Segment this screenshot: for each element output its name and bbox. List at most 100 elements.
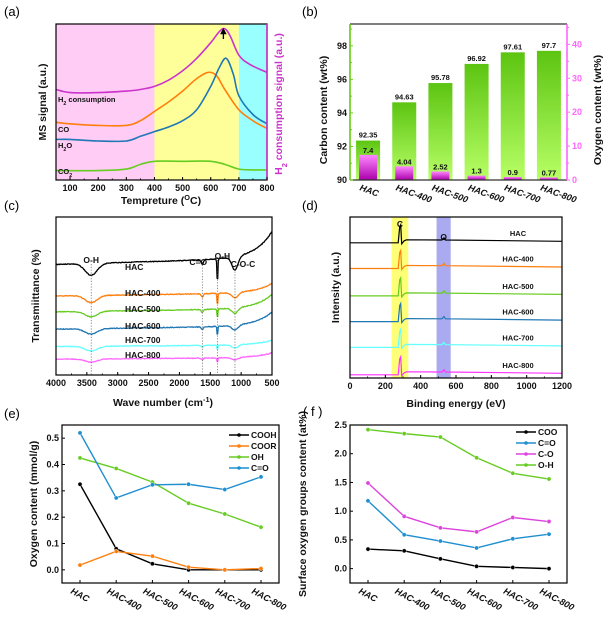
oxygen-bar xyxy=(539,177,558,180)
legend-label: COOR xyxy=(251,441,277,451)
data-point xyxy=(401,514,407,519)
data-point xyxy=(222,487,228,492)
x-tick-label: 700 xyxy=(231,183,246,193)
y-tick-label: 0.1 xyxy=(46,539,59,549)
x-tick-label: HAC-800 xyxy=(539,182,578,204)
panel-e-oxygen-content: 0.0 0.1 0.2 0.3 0.4 0.5 HAC HAC-400HAC-500HAC-6… xyxy=(28,424,288,612)
ftir-series-label: HAC-400 xyxy=(125,288,161,298)
panel-label-c: (c) xyxy=(4,198,19,213)
ftir-series-label: HAC-700 xyxy=(125,335,161,345)
carbon-bar xyxy=(536,50,561,180)
xps-line-hac-600 xyxy=(350,301,563,325)
band-annotation-label: C=O xyxy=(189,257,207,267)
oxygen-value-label: 4.04 xyxy=(397,157,412,166)
data-point xyxy=(365,427,371,432)
panel-label-e: (e) xyxy=(4,406,20,421)
y-tick-label: 94 xyxy=(337,108,347,118)
data-point xyxy=(510,536,516,542)
temperature-band xyxy=(238,24,267,180)
legend-marker xyxy=(237,455,241,459)
panel-b-elemental-bar: 92.35 7.4 HAC 94.63 4.04 HAC-400 95.78 2.52 HAC-… xyxy=(318,23,604,205)
data-point xyxy=(113,466,119,471)
y-tick-label: 0.0 xyxy=(46,565,59,575)
x-tick-label: 4000 xyxy=(46,378,66,388)
co-line xyxy=(55,71,268,130)
xps-line-hac-800 xyxy=(350,354,563,378)
data-point xyxy=(474,564,479,569)
y2-axis-label: H2 consumption signal (a.u.) xyxy=(273,33,289,175)
y-axis-label: Intensity (a.u.) xyxy=(330,252,342,323)
legend-marker xyxy=(237,444,241,448)
legend-marker xyxy=(237,433,241,437)
panel-a-tpd-ms: H2 consumption CO H2O CO2 100 200 300 400 500 600… xyxy=(37,23,289,208)
x-tick-label: 1500 xyxy=(200,378,220,388)
data-point xyxy=(186,500,191,506)
oxygen-bar xyxy=(503,176,522,180)
oxygen-bar xyxy=(359,154,378,180)
ftir-line-hac-700 xyxy=(56,339,273,352)
data-point xyxy=(401,548,407,554)
y-tick-label: 0.5 xyxy=(46,433,59,443)
x-tick-label: HAC-800 xyxy=(250,586,288,612)
x-tick-label: HAC-700 xyxy=(502,586,540,612)
x-tick-label: 2000 xyxy=(169,378,189,388)
data-point xyxy=(365,546,371,552)
x-tick-label: 300 xyxy=(119,183,134,193)
x-tick-label: 0 xyxy=(347,381,352,391)
x-tick-label: 200 xyxy=(91,183,106,193)
data-point xyxy=(77,481,83,487)
data-point xyxy=(438,434,443,440)
carbon-value-label: 92.35 xyxy=(359,131,378,140)
x-tick-label: HAC xyxy=(358,182,380,198)
carbon-value-label: 96.92 xyxy=(467,54,486,63)
data-point xyxy=(474,529,479,535)
x-tick-label: 1200 xyxy=(552,381,572,391)
y-tick-label: 1.5 xyxy=(334,477,347,487)
data-point xyxy=(365,480,371,486)
x-tick-label: HAC-500 xyxy=(141,586,179,612)
x-tick-label: 400 xyxy=(413,381,428,391)
ftir-line-hac-500 xyxy=(55,293,273,318)
y-tick-label: 92 xyxy=(337,141,347,151)
xps-band-label: C xyxy=(397,219,403,229)
x-tick-label: 600 xyxy=(203,183,218,193)
h2o-line xyxy=(55,57,268,143)
xps-line-hac-500 xyxy=(350,275,563,299)
oxygen-value-label: 0.9 xyxy=(508,168,518,177)
y-tick-label: 0.5 xyxy=(334,535,347,545)
data-point xyxy=(222,567,228,573)
carbon-bar xyxy=(464,63,489,181)
data-point xyxy=(438,525,443,531)
series-line-cooh xyxy=(79,483,261,571)
x-tick-label: HAC xyxy=(357,586,379,604)
x-tick-label: HAC-400 xyxy=(395,182,434,204)
data-point xyxy=(186,481,191,487)
x-tick-label: 400 xyxy=(147,183,162,193)
label-co: CO xyxy=(58,125,69,134)
x-axis-label: Tempreture (OC) xyxy=(121,193,201,208)
x-tick-label: HAC-600 xyxy=(466,586,504,612)
y-tick-label: 2.5 xyxy=(334,420,347,430)
x-tick-label: 500 xyxy=(264,378,279,388)
series-line-coo xyxy=(367,548,550,570)
data-point xyxy=(546,531,552,537)
data-point xyxy=(546,476,552,482)
h2-consumption-line xyxy=(55,27,268,94)
y2-tick-label: 30 xyxy=(572,73,582,83)
legend-marker xyxy=(237,466,241,470)
x-tick-label: HAC-500 xyxy=(431,182,470,204)
data-point xyxy=(186,564,191,570)
panel-label-b: (b) xyxy=(302,4,318,19)
plot-frame-c xyxy=(55,216,273,376)
y-axis-label: Transmiittance (%) xyxy=(30,249,42,342)
data-point xyxy=(77,455,83,461)
plot-frame xyxy=(61,424,280,584)
data-point xyxy=(258,474,264,480)
x-tick-label: HAC-400 xyxy=(393,586,431,612)
xps-band-o xyxy=(436,217,451,378)
y-tick-label: 1.0 xyxy=(334,506,347,516)
x-tick-label: 1000 xyxy=(231,378,251,388)
x-tick-label: 3000 xyxy=(108,378,128,388)
x-tick-label: 800 xyxy=(484,381,499,391)
series-line-co xyxy=(79,432,262,499)
